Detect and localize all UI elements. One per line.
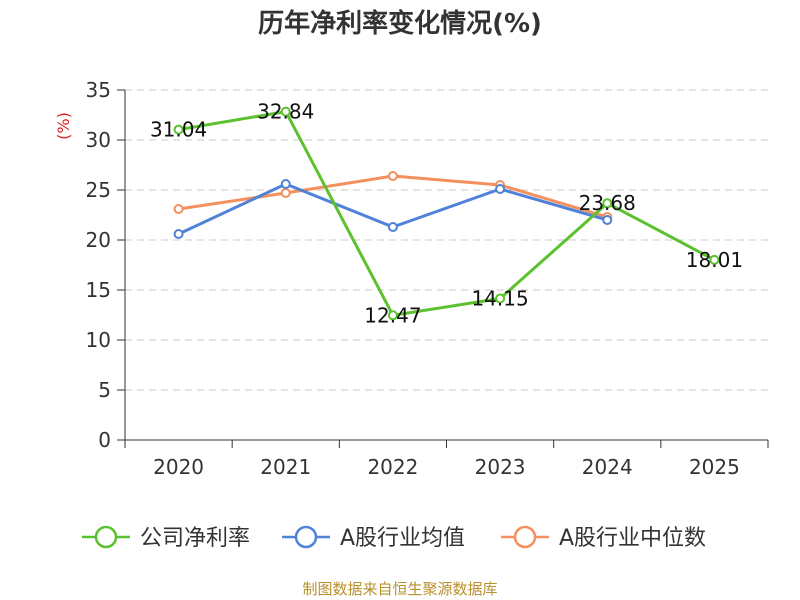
point-0-2020 bbox=[173, 124, 184, 135]
series-lines bbox=[173, 106, 720, 321]
point-1-2021 bbox=[280, 179, 291, 189]
point-0-2023 bbox=[495, 293, 506, 304]
y-tick-label-2: 10 bbox=[86, 328, 111, 352]
point-1-2023 bbox=[495, 184, 506, 194]
point-1-2020 bbox=[173, 229, 184, 239]
y-tick-label-0: 0 bbox=[98, 428, 111, 452]
legend-swatch-marker-2 bbox=[513, 525, 537, 549]
data-label-2023: 14.15 bbox=[471, 287, 528, 311]
gridlines bbox=[125, 89, 768, 391]
y-tick-label-5: 25 bbox=[86, 178, 111, 202]
legend-label-0: 公司净利率 bbox=[140, 526, 250, 551]
data-label-2020: 31.04 bbox=[150, 118, 207, 142]
legend-swatch-marker-0 bbox=[94, 525, 118, 549]
data-label-2021: 32.84 bbox=[257, 100, 314, 124]
point-0-2021 bbox=[280, 106, 291, 117]
series-line-0 bbox=[178, 110, 716, 317]
y-tick-label-3: 15 bbox=[86, 278, 111, 302]
point-1-2024 bbox=[602, 215, 613, 225]
legend-label-1: A股行业均值 bbox=[340, 526, 465, 551]
x-tick-label-2020: 2020 bbox=[153, 455, 204, 479]
chart-title: 历年净利率变化情况(%) bbox=[258, 8, 542, 39]
source-note: 制图数据来自恒生聚源数据库 bbox=[302, 580, 497, 598]
data-labels: 31.04 32.84 12.47 14.15 23.68 18.01 bbox=[150, 100, 743, 328]
point-0-2022 bbox=[387, 310, 398, 321]
data-label-2025: 18.01 bbox=[686, 248, 743, 272]
legend-swatch-marker-1 bbox=[294, 525, 318, 549]
y-tick-label-1: 5 bbox=[98, 378, 111, 402]
point-1-2022 bbox=[387, 222, 398, 232]
y-axis-unit-label: (%) bbox=[54, 112, 73, 140]
legend: 公司净利率 A股行业均值 A股行业中位数 bbox=[82, 525, 706, 551]
x-tick-label-2025: 2025 bbox=[689, 455, 740, 479]
y-tick-label-4: 20 bbox=[86, 228, 111, 252]
legend-item-1[interactable]: A股行业均值 bbox=[282, 525, 465, 551]
series-line-2 bbox=[178, 174, 608, 219]
y-tick-label-7: 35 bbox=[86, 78, 111, 102]
point-2-2020 bbox=[173, 204, 184, 214]
y-tick-label-6: 30 bbox=[86, 128, 111, 152]
point-0-2025 bbox=[709, 254, 720, 265]
legend-item-2[interactable]: A股行业中位数 bbox=[501, 525, 706, 551]
x-tick-label-2021: 2021 bbox=[260, 455, 311, 479]
point-2-2022 bbox=[387, 171, 398, 181]
data-label-2022: 12.47 bbox=[364, 303, 421, 327]
point-0-2024 bbox=[602, 198, 613, 209]
legend-item-0[interactable]: 公司净利率 bbox=[82, 525, 250, 551]
legend-label-2: A股行业中位数 bbox=[559, 526, 706, 551]
x-tick-label-2023: 2023 bbox=[475, 455, 526, 479]
x-tick-label-2022: 2022 bbox=[367, 455, 418, 479]
point-2-2021 bbox=[280, 188, 291, 198]
x-tick-label-2024: 2024 bbox=[582, 455, 633, 479]
data-label-2024: 23.68 bbox=[579, 191, 636, 215]
